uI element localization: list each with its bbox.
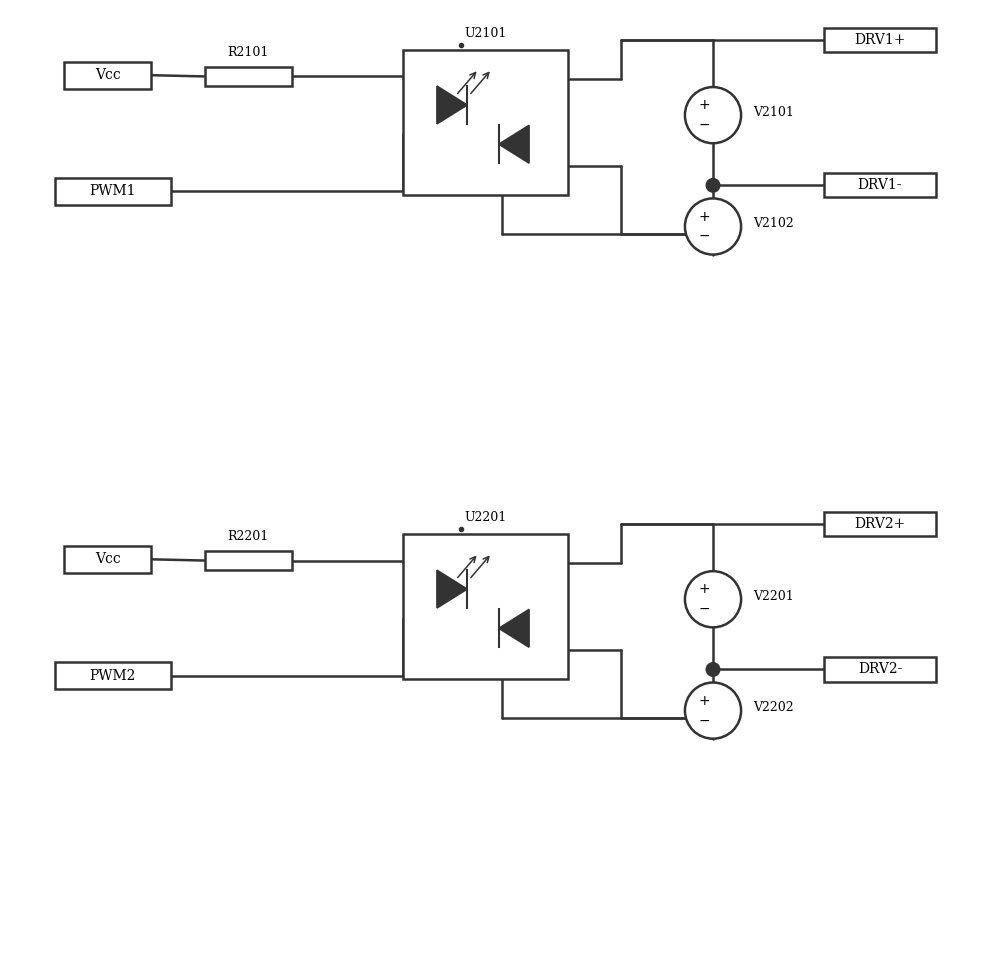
Polygon shape	[499, 610, 529, 648]
Bar	[55, 662, 171, 688]
Text: V2102: V2102	[753, 218, 793, 230]
Text: V2101: V2101	[753, 106, 794, 118]
Text: −: −	[699, 229, 710, 244]
Text: DRV1+: DRV1+	[854, 33, 906, 48]
Text: PWM1: PWM1	[89, 184, 136, 198]
Circle shape	[706, 662, 720, 676]
Bar	[403, 534, 568, 679]
Bar	[205, 551, 292, 570]
Text: −: −	[699, 602, 710, 616]
Text: +: +	[699, 98, 710, 113]
Text: U2101: U2101	[464, 27, 507, 40]
Text: R2101: R2101	[228, 46, 269, 59]
Bar	[55, 178, 171, 205]
Bar	[824, 657, 936, 682]
Text: V2201: V2201	[753, 590, 793, 603]
Polygon shape	[499, 125, 529, 163]
Text: V2202: V2202	[753, 701, 793, 715]
Text: U2201: U2201	[464, 511, 507, 524]
Bar	[403, 50, 568, 195]
Bar	[205, 67, 292, 86]
Text: R2201: R2201	[228, 530, 269, 543]
Polygon shape	[437, 86, 467, 124]
Text: −: −	[699, 714, 710, 727]
Circle shape	[706, 179, 720, 192]
Text: +: +	[699, 210, 710, 223]
Text: +: +	[699, 694, 710, 708]
Polygon shape	[437, 570, 467, 608]
Text: Vcc: Vcc	[95, 68, 121, 83]
Circle shape	[685, 683, 741, 739]
Bar	[824, 173, 936, 197]
Bar	[824, 512, 936, 536]
Text: −: −	[699, 118, 710, 132]
Bar	[824, 28, 936, 52]
Circle shape	[685, 87, 741, 144]
Text: DRV1-: DRV1-	[858, 179, 902, 192]
Text: DRV2-: DRV2-	[858, 662, 902, 677]
Bar	[64, 62, 151, 88]
Circle shape	[685, 198, 741, 254]
Text: PWM2: PWM2	[90, 668, 136, 683]
Text: Vcc: Vcc	[95, 552, 121, 566]
Text: DRV2+: DRV2+	[854, 518, 906, 531]
Circle shape	[685, 571, 741, 627]
Bar	[64, 546, 151, 573]
Text: +: +	[699, 583, 710, 596]
